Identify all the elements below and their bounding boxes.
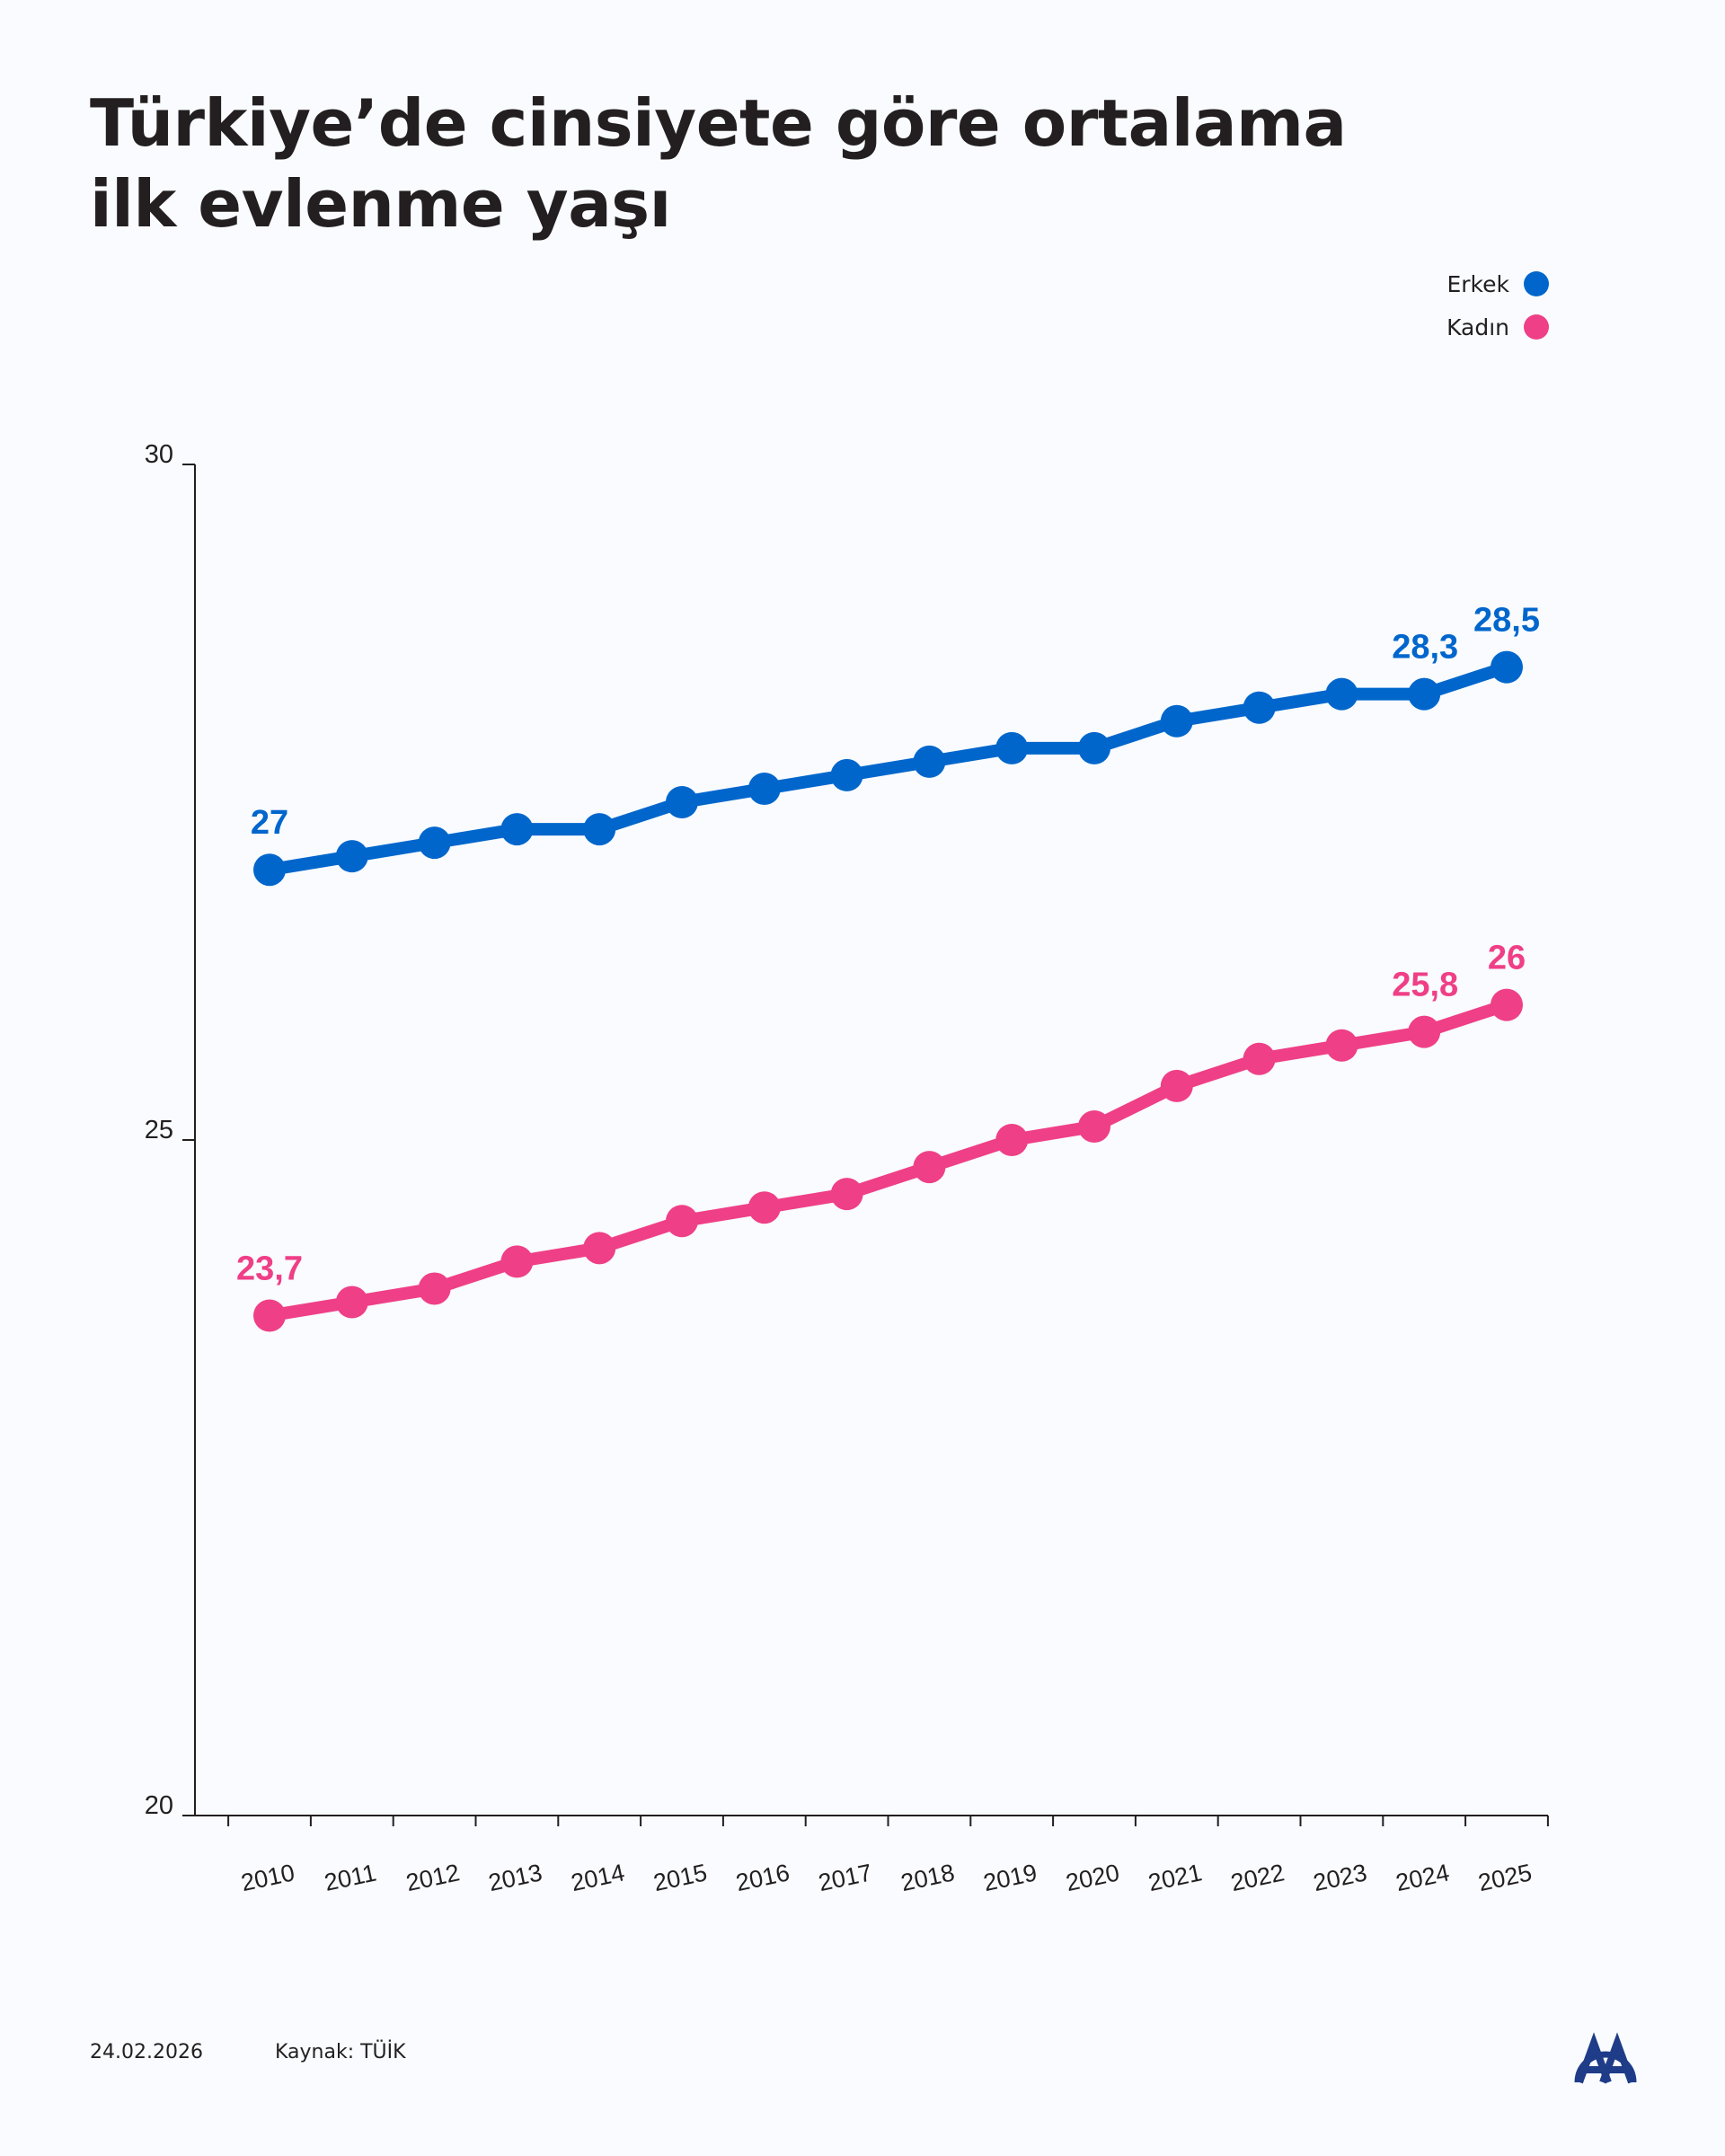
x-tick-label: 2010 bbox=[239, 1859, 297, 1896]
data-point-kadın-2013 bbox=[500, 1245, 534, 1278]
title-line-2: ilk evlenme yaşı bbox=[90, 166, 671, 242]
x-tick-label: 2016 bbox=[733, 1859, 792, 1896]
data-point-kadın-2022 bbox=[1243, 1042, 1276, 1075]
x-tick-label: 2018 bbox=[898, 1859, 957, 1896]
data-point-kadın-2018 bbox=[913, 1151, 946, 1184]
data-point-kadın-2015 bbox=[666, 1205, 698, 1238]
data-label-erkek-2025: 28,5 bbox=[1473, 602, 1540, 640]
legend-label-erkek: Erkek bbox=[1446, 270, 1509, 297]
legend: Erkek Kadın bbox=[1446, 262, 1549, 349]
series-line-kadın bbox=[268, 998, 1509, 1322]
data-point-kadın-2020 bbox=[1078, 1109, 1110, 1143]
x-tick-label: 2019 bbox=[981, 1859, 1039, 1896]
data-point-erkek-2023 bbox=[1325, 677, 1358, 711]
x-tick-label: 2021 bbox=[1146, 1859, 1204, 1896]
data-point-kadın-2019 bbox=[995, 1124, 1029, 1156]
data-label-kadın-2024: 25,8 bbox=[1392, 967, 1458, 1004]
data-point-erkek-2024 bbox=[1408, 677, 1441, 711]
y-tick-label: 30 bbox=[145, 440, 173, 469]
data-point-kadın-2017 bbox=[830, 1178, 863, 1211]
x-tick-label: 2017 bbox=[816, 1859, 874, 1896]
data-point-kadın-2014 bbox=[583, 1232, 616, 1265]
data-point-erkek-2014 bbox=[583, 813, 616, 846]
data-point-kadın-2016 bbox=[748, 1191, 781, 1224]
legend-item-kadin: Kadın bbox=[1446, 305, 1549, 349]
legend-dot-kadin bbox=[1524, 314, 1549, 340]
data-label-kadın-2010: 23,7 bbox=[236, 1250, 303, 1288]
data-point-erkek-2019 bbox=[995, 731, 1029, 764]
x-tick-label: 2014 bbox=[569, 1859, 627, 1896]
data-point-kadın-2025 bbox=[1491, 988, 1523, 1021]
data-point-erkek-2022 bbox=[1243, 691, 1276, 724]
data-point-kadın-2024 bbox=[1408, 1015, 1441, 1048]
source-text: Kaynak: TÜİK bbox=[275, 2041, 406, 2063]
data-point-erkek-2017 bbox=[830, 758, 863, 791]
data-label-erkek-2010: 27 bbox=[251, 804, 288, 842]
data-point-erkek-2012 bbox=[418, 826, 451, 860]
y-tick-label: 20 bbox=[145, 1791, 173, 1820]
x-tick-label: 2022 bbox=[1228, 1859, 1287, 1896]
data-label-kadın-2025: 26 bbox=[1488, 940, 1526, 977]
x-tick-label: 2011 bbox=[322, 1859, 378, 1895]
data-point-kadın-2021 bbox=[1160, 1069, 1193, 1102]
chart-title: Türkiye’de cinsiyete göre ortalama ilk e… bbox=[90, 83, 1527, 244]
x-tick-label: 2012 bbox=[403, 1859, 462, 1896]
data-point-erkek-2021 bbox=[1160, 704, 1193, 738]
date-text: 24.02.2026 bbox=[90, 2041, 203, 2063]
data-point-erkek-2016 bbox=[748, 772, 781, 805]
series-line-erkek bbox=[268, 660, 1509, 877]
legend-label-kadin: Kadın bbox=[1446, 314, 1509, 340]
data-point-kadın-2011 bbox=[335, 1286, 368, 1319]
data-point-kadın-2012 bbox=[418, 1272, 451, 1305]
x-tick-label: 2023 bbox=[1311, 1859, 1369, 1896]
y-tick-label: 25 bbox=[145, 1116, 173, 1144]
x-tick-label: 2025 bbox=[1476, 1859, 1535, 1896]
aa-logo bbox=[1572, 2019, 1639, 2090]
data-point-erkek-2018 bbox=[913, 745, 946, 778]
data-point-erkek-2015 bbox=[666, 786, 698, 818]
data-point-erkek-2011 bbox=[335, 840, 368, 873]
data-point-erkek-2025 bbox=[1491, 650, 1523, 684]
x-tick-label: 2013 bbox=[486, 1859, 544, 1896]
data-point-kadın-2023 bbox=[1325, 1029, 1358, 1062]
data-point-kadın-2010 bbox=[253, 1299, 286, 1332]
data-point-erkek-2020 bbox=[1078, 731, 1110, 764]
legend-item-erkek: Erkek bbox=[1446, 262, 1549, 305]
data-label-erkek-2024: 28,3 bbox=[1392, 629, 1458, 667]
x-tick-label: 2020 bbox=[1064, 1859, 1122, 1896]
title-line-1: Türkiye’de cinsiyete göre ortalama bbox=[90, 85, 1347, 161]
data-point-erkek-2010 bbox=[253, 853, 286, 887]
legend-dot-erkek bbox=[1524, 271, 1549, 296]
data-point-erkek-2013 bbox=[500, 813, 534, 846]
x-tick-label: 2024 bbox=[1393, 1859, 1452, 1896]
x-tick-label: 2015 bbox=[651, 1859, 710, 1896]
